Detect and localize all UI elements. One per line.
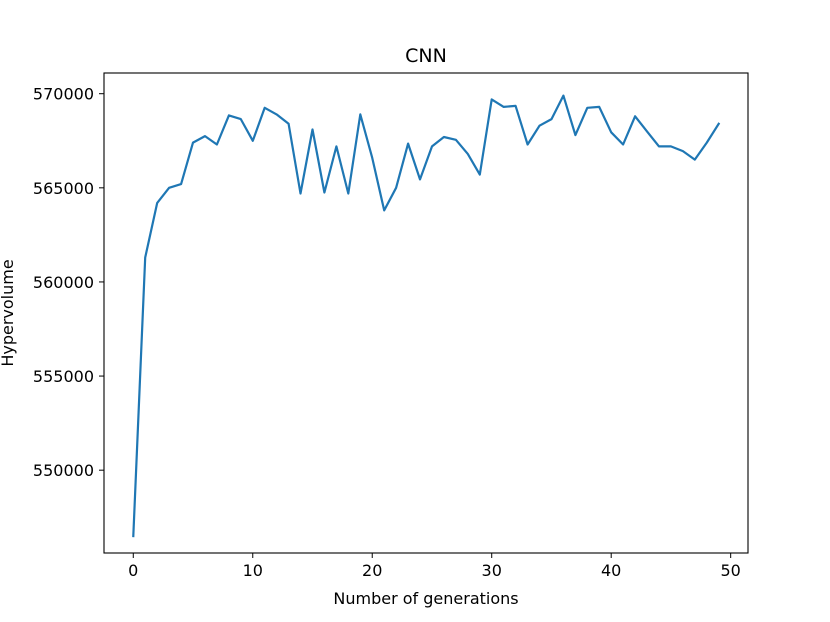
- x-tick-label: 50: [720, 561, 740, 580]
- x-tick-label: 20: [362, 561, 382, 580]
- x-tick-label: 10: [243, 561, 263, 580]
- y-axis-title: Hypervolume: [0, 259, 17, 366]
- y-tick-label: 560000: [33, 273, 94, 292]
- y-tick-label: 570000: [33, 85, 94, 104]
- y-tick-label: 555000: [33, 367, 94, 386]
- plot-area: [132, 94, 721, 538]
- plot-frame: [103, 72, 749, 554]
- y-tick-label: 565000: [33, 179, 94, 198]
- x-tick-label: 0: [128, 561, 138, 580]
- x-tick-label: 30: [482, 561, 502, 580]
- x-tick-label: 40: [601, 561, 621, 580]
- series-line: [132, 94, 721, 538]
- y-tick-label: 550000: [33, 461, 94, 480]
- x-axis-title: Number of generations: [333, 589, 518, 608]
- chart-title: CNN: [405, 45, 447, 67]
- y-axis: 550000 555000 560000 565000 570000: [33, 85, 104, 480]
- x-axis: 0 10 20 30 40 50: [128, 553, 741, 580]
